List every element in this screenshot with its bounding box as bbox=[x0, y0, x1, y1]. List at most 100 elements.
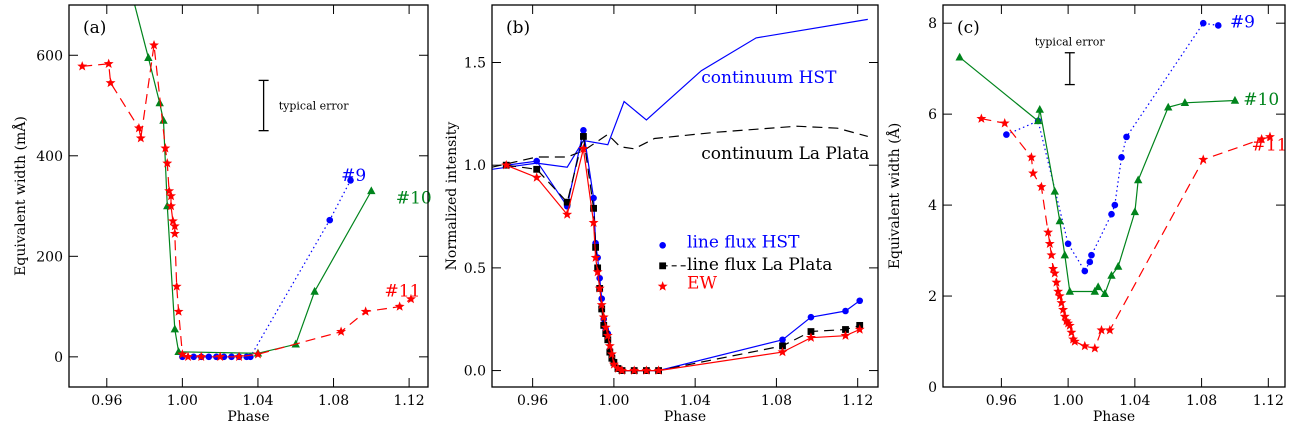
data-point-line-flux-hst bbox=[580, 126, 587, 134]
data-point-11 bbox=[169, 220, 180, 231]
data-point-line-flux-hst bbox=[779, 336, 786, 344]
data-point-line-flux-hst bbox=[856, 297, 864, 305]
data-point-11 bbox=[166, 190, 176, 201]
data-point-line-flux-la-plata bbox=[606, 348, 614, 356]
y-axis-label: Equivalent width (mÅ) bbox=[11, 116, 29, 276]
data-point-line-flux-la-plata bbox=[598, 305, 606, 313]
data-point-10 bbox=[1055, 216, 1064, 225]
series-ew bbox=[501, 143, 865, 375]
data-point-10 bbox=[1180, 98, 1190, 106]
series-11 bbox=[976, 113, 1275, 353]
x-tick-label: 0.96 bbox=[986, 393, 1017, 409]
data-point-ew bbox=[641, 365, 652, 375]
data-point-11 bbox=[1256, 133, 1267, 144]
data-point-11 bbox=[183, 351, 193, 362]
data-point-10 bbox=[1133, 175, 1143, 184]
data-point-10 bbox=[310, 286, 319, 295]
data-point-11 bbox=[160, 143, 171, 153]
data-point-11 bbox=[105, 77, 116, 88]
data-point-9 bbox=[1081, 267, 1089, 275]
data-point-line-flux-la-plata bbox=[600, 321, 608, 329]
y-tick-label: 6 bbox=[928, 107, 937, 123]
y-tick-label: 1.0 bbox=[464, 158, 486, 174]
y-tick-label: 200 bbox=[36, 249, 63, 265]
data-point-10 bbox=[1230, 95, 1240, 104]
series-10 bbox=[134, 5, 376, 357]
y-tick-label: 0 bbox=[928, 380, 937, 396]
data-point-11 bbox=[1096, 324, 1107, 335]
data-point-10 bbox=[1035, 104, 1044, 113]
series-label-line-flux-hst: line flux HST bbox=[687, 232, 800, 252]
data-point-ew bbox=[594, 283, 605, 293]
data-point-11 bbox=[1089, 343, 1100, 353]
data-point-ew bbox=[617, 365, 627, 375]
data-point-11 bbox=[406, 293, 416, 304]
series-11 bbox=[77, 40, 416, 362]
data-point-10 bbox=[159, 116, 168, 124]
series-label-ew: EW bbox=[687, 273, 717, 293]
data-point-11 bbox=[1051, 277, 1062, 287]
data-point-11 bbox=[171, 281, 182, 291]
y-tick-label: 1.5 bbox=[464, 56, 486, 72]
annotation-typical-error: typical error bbox=[279, 100, 350, 113]
data-point-11 bbox=[215, 351, 226, 362]
data-point-9 bbox=[1064, 240, 1072, 248]
series-label-10: #10 bbox=[1243, 90, 1279, 110]
annotation-typical-error: typical error bbox=[1035, 35, 1106, 48]
data-point-11 bbox=[234, 351, 244, 362]
x-axis-label: Phase bbox=[1093, 409, 1135, 425]
series-label-11: #11 bbox=[385, 282, 421, 302]
data-point-ew bbox=[562, 209, 573, 219]
data-point-11 bbox=[1043, 227, 1054, 237]
data-point-line-flux-la-plata bbox=[580, 133, 587, 140]
data-point-11 bbox=[1044, 238, 1055, 248]
data-point-ew bbox=[590, 252, 601, 262]
series-label-10: #10 bbox=[396, 189, 432, 209]
data-point-line-flux-hst bbox=[590, 194, 597, 202]
x-tick-label: 1.12 bbox=[1253, 393, 1284, 409]
data-point-ew bbox=[501, 159, 512, 170]
data-point-11 bbox=[162, 158, 173, 168]
data-point-9 bbox=[1003, 131, 1010, 138]
data-point-line-flux-la-plata bbox=[608, 354, 616, 362]
data-point-line-flux-la-plata bbox=[533, 165, 541, 173]
data-point-line-flux-la-plata bbox=[779, 342, 786, 350]
data-point-line-flux-la-plata bbox=[563, 198, 571, 206]
data-point-line-flux-hst bbox=[807, 313, 815, 321]
data-point-11 bbox=[166, 200, 176, 211]
panel-a-equivalent-width-mA: 0.96 1.00 1.04 1.08 1.12 0 200 400 600 Phase Equiv… bbox=[11, 4, 432, 425]
series-label-9: #9 bbox=[1230, 13, 1255, 33]
data-point-11 bbox=[1056, 297, 1067, 308]
plot-frame bbox=[68, 4, 429, 388]
data-point-10 bbox=[955, 52, 964, 61]
data-point-11 bbox=[999, 118, 1010, 128]
panel-b-normalized-intensity: 0.96 1.00 1.04 1.08 1.12 0.0 0.5 1.0 1.5 Phase Nor… bbox=[444, 4, 879, 425]
data-point-9 bbox=[347, 177, 354, 184]
data-point-9 bbox=[1088, 251, 1095, 259]
data-point-11 bbox=[1104, 324, 1115, 335]
data-point-line-flux-la-plata bbox=[842, 326, 849, 333]
x-axis-label: Phase bbox=[664, 409, 706, 425]
data-point-11 bbox=[1048, 263, 1059, 273]
data-point-ew bbox=[854, 324, 865, 334]
series-line-9 bbox=[182, 180, 352, 358]
x-tick-label: 1.12 bbox=[842, 393, 873, 409]
data-point-9 bbox=[1111, 201, 1119, 209]
series-label-11: #11 bbox=[1252, 136, 1288, 156]
data-point-10 bbox=[1113, 261, 1123, 270]
y-tick-label: 0.5 bbox=[464, 261, 486, 277]
data-point-11 bbox=[1069, 336, 1080, 346]
data-point-10 bbox=[1107, 270, 1116, 279]
panel-label: (c) bbox=[957, 18, 980, 38]
x-tick-label: 1.08 bbox=[761, 393, 792, 409]
panel-label: (b) bbox=[506, 18, 530, 38]
data-point-ew bbox=[600, 322, 611, 332]
data-point-ew bbox=[653, 365, 664, 375]
data-point-ew bbox=[777, 346, 788, 357]
x-tick-label: 1.04 bbox=[242, 393, 273, 409]
data-point-ew bbox=[608, 359, 619, 369]
legend-marker-line-flux-la-plata bbox=[659, 262, 667, 270]
data-point-9 bbox=[326, 216, 334, 224]
x-axis-label: Phase bbox=[227, 409, 269, 425]
data-point-11 bbox=[1028, 168, 1039, 178]
